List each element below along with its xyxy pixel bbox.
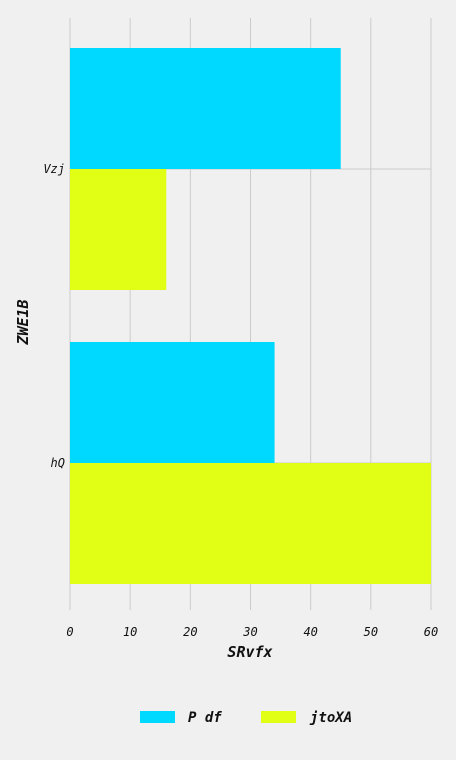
bar-jtoxa-vzj	[70, 169, 167, 290]
y-tick-label: hQ	[51, 456, 65, 470]
x-tick-label: 60	[424, 625, 438, 639]
legend-swatch	[261, 711, 296, 723]
bar-p-df-hq	[70, 342, 275, 463]
x-tick-label: 30	[242, 625, 257, 639]
x-axis-title: SRvfx	[227, 643, 272, 661]
x-tick-label: 40	[303, 625, 317, 639]
legend: P df jtoXA	[140, 710, 352, 726]
bar-p-df-vzj	[70, 48, 341, 169]
x-tick-label: 10	[123, 625, 137, 639]
y-axis-title: ZWE1B	[14, 299, 32, 345]
legend-swatch	[140, 711, 175, 723]
bar-jtoxa-hq	[70, 463, 431, 584]
y-tick-label: Vzj	[43, 162, 65, 176]
legend-label: jtoXA	[309, 710, 352, 726]
y-tick-labels: Vzj hQ	[43, 162, 65, 470]
x-tick-label: 20	[183, 625, 197, 639]
bars	[70, 48, 431, 584]
x-tick-label: 50	[364, 625, 378, 639]
x-tick-labels: 0 10 20 30 40 50 60	[66, 625, 438, 639]
x-tick-label: 0	[66, 625, 73, 639]
legend-label: P df	[188, 710, 222, 726]
